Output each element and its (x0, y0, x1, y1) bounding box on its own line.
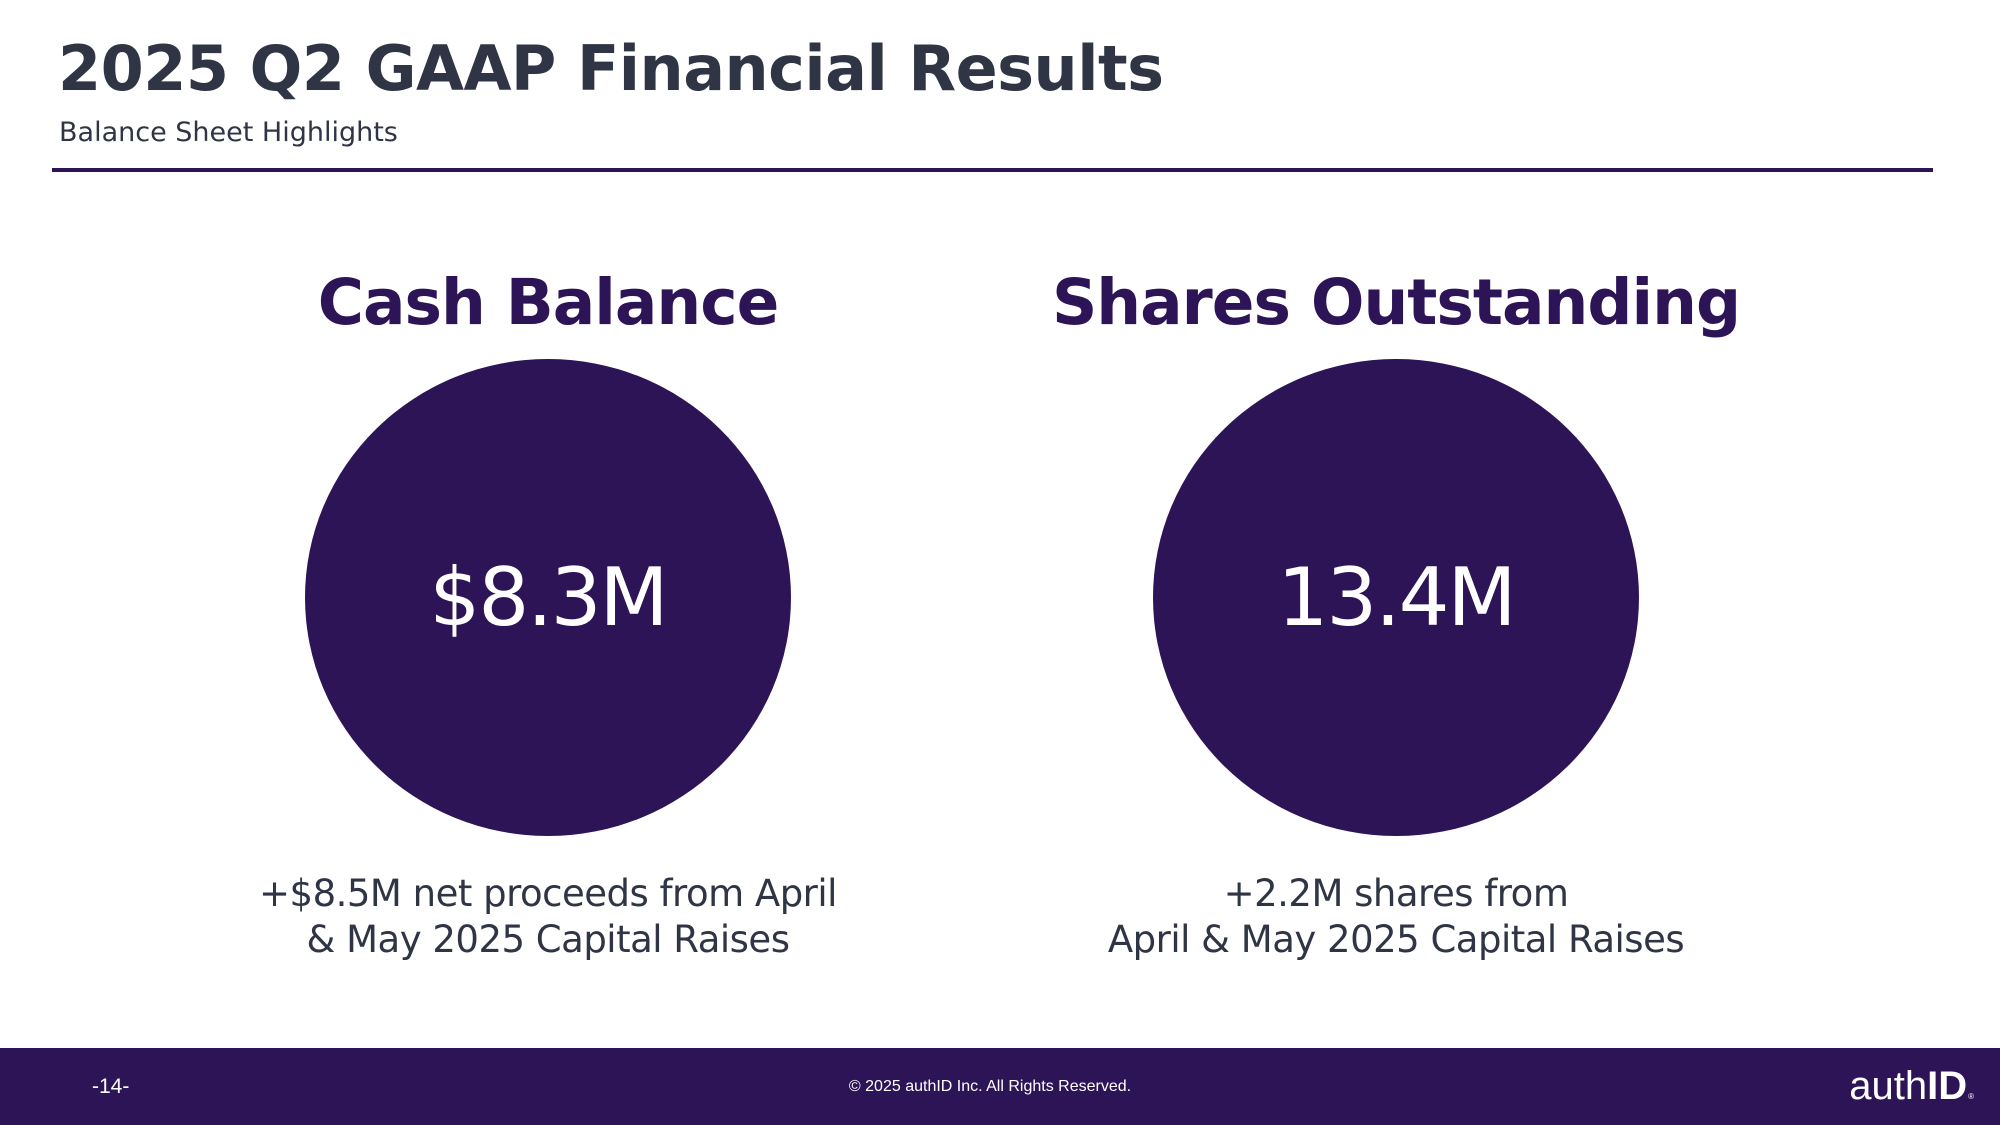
shares-outstanding-heading: Shares Outstanding (1051, 266, 1741, 339)
page-subtitle: Balance Sheet Highlights (59, 117, 398, 148)
logo-text-light: auth (1849, 1064, 1928, 1108)
registered-mark: ® (1968, 1092, 1974, 1101)
footer-bar: -14- © 2025 authID Inc. All Rights Reser… (0, 1048, 2000, 1125)
shares-outstanding-value: 13.4M (1277, 551, 1516, 644)
cash-balance-note-line: +$8.5M net proceeds from April (259, 872, 837, 915)
cash-balance-panel: Cash Balance $8.3M +$8.5M net proceeds f… (168, 255, 928, 961)
cash-balance-note-line: & May 2025 Capital Raises (306, 918, 790, 961)
shares-outstanding-note-line: +2.2M shares from (1223, 872, 1569, 915)
copyright-notice: © 2025 authID Inc. All Rights Reserved. (848, 1078, 1132, 1095)
authid-logo: authID® (1849, 1048, 1974, 1125)
page-number: -14- (92, 1075, 130, 1098)
shares-outstanding-circle: 13.4M (1153, 359, 1639, 836)
cash-balance-heading: Cash Balance (317, 266, 780, 339)
cash-balance-circle: $8.3M (305, 359, 791, 836)
logo-text-bold: ID (1927, 1064, 1968, 1108)
header-divider (52, 168, 1933, 172)
shares-outstanding-note-line: April & May 2025 Capital Raises (1107, 918, 1685, 961)
page-title: 2025 Q2 GAAP Financial Results (58, 32, 1164, 105)
cash-balance-note: +$8.5M net proceeds from April & May 202… (168, 871, 928, 963)
shares-outstanding-note: +2.2M shares from April & May 2025 Capit… (1016, 871, 1776, 963)
shares-outstanding-panel: Shares Outstanding 13.4M +2.2M shares fr… (1016, 255, 1776, 961)
cash-balance-value: $8.3M (429, 551, 668, 644)
